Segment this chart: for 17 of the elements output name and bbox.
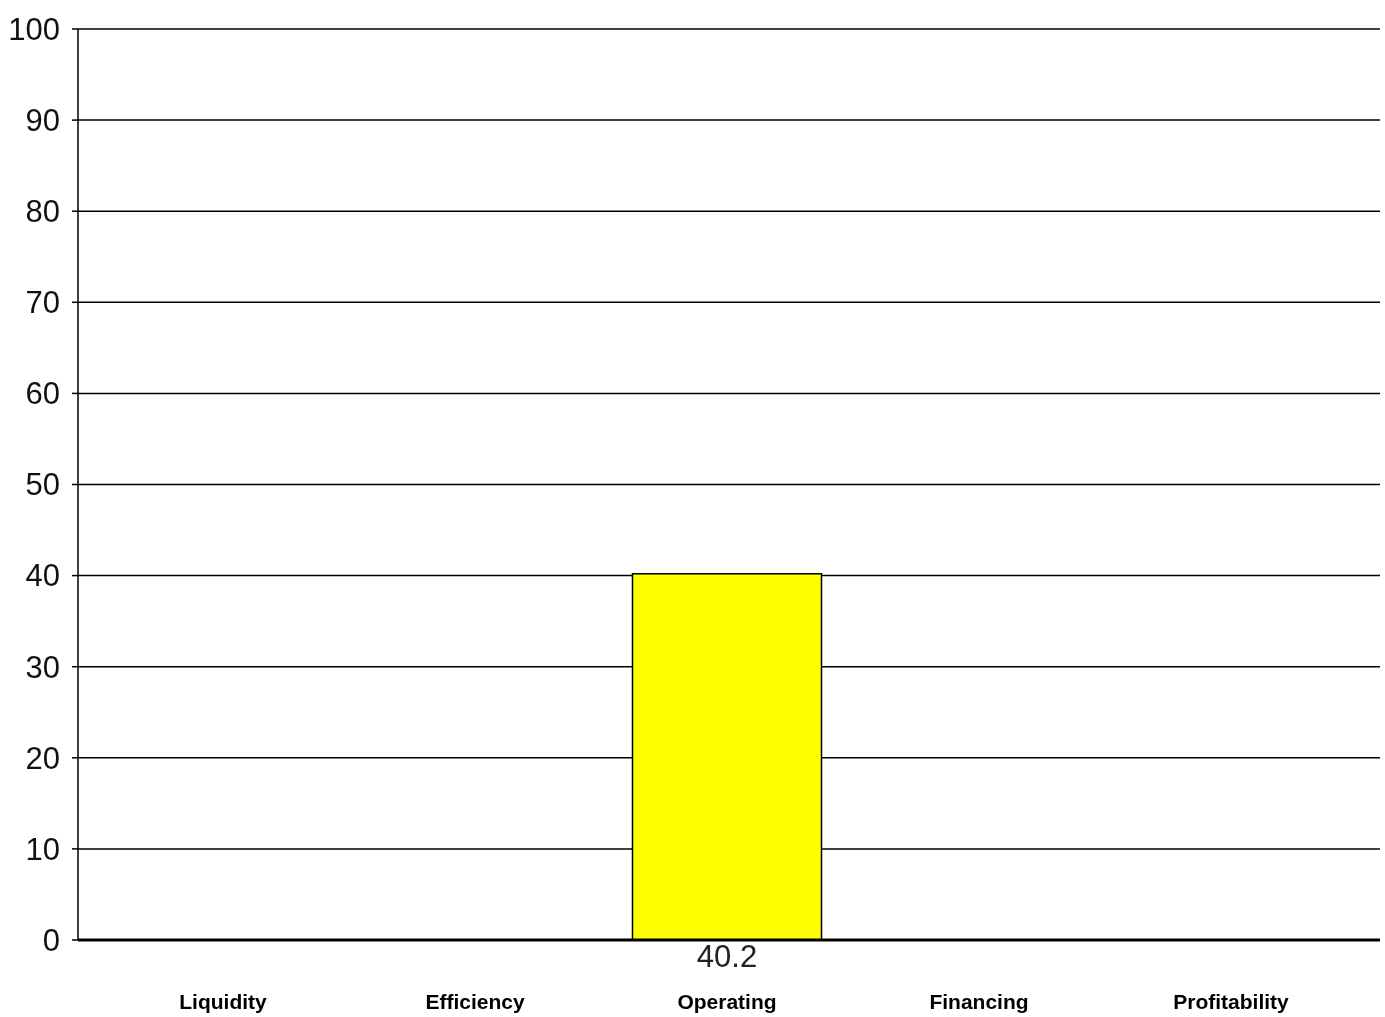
y-tick-label: 100 — [8, 11, 60, 47]
y-tick-label: 90 — [25, 102, 60, 138]
x-tick-label: Operating — [677, 990, 777, 1014]
y-tick-label: 40 — [25, 558, 60, 594]
y-tick-label: 30 — [25, 649, 60, 685]
x-tick-label: Liquidity — [179, 990, 268, 1014]
y-tick-label: 0 — [42, 922, 60, 958]
y-tick-label: 50 — [25, 467, 60, 503]
data-label: 40.2 — [696, 939, 758, 974]
x-tick-label: Profitability — [1173, 990, 1290, 1014]
y-tick-label: 80 — [25, 194, 60, 230]
x-tick-label: Financing — [929, 990, 1029, 1014]
x-tick-label: Efficiency — [425, 990, 525, 1014]
y-tick-label: 60 — [25, 376, 60, 412]
y-tick-label: 20 — [25, 740, 60, 776]
y-tick-label: 70 — [25, 285, 60, 321]
y-tick-label: 10 — [25, 831, 60, 867]
